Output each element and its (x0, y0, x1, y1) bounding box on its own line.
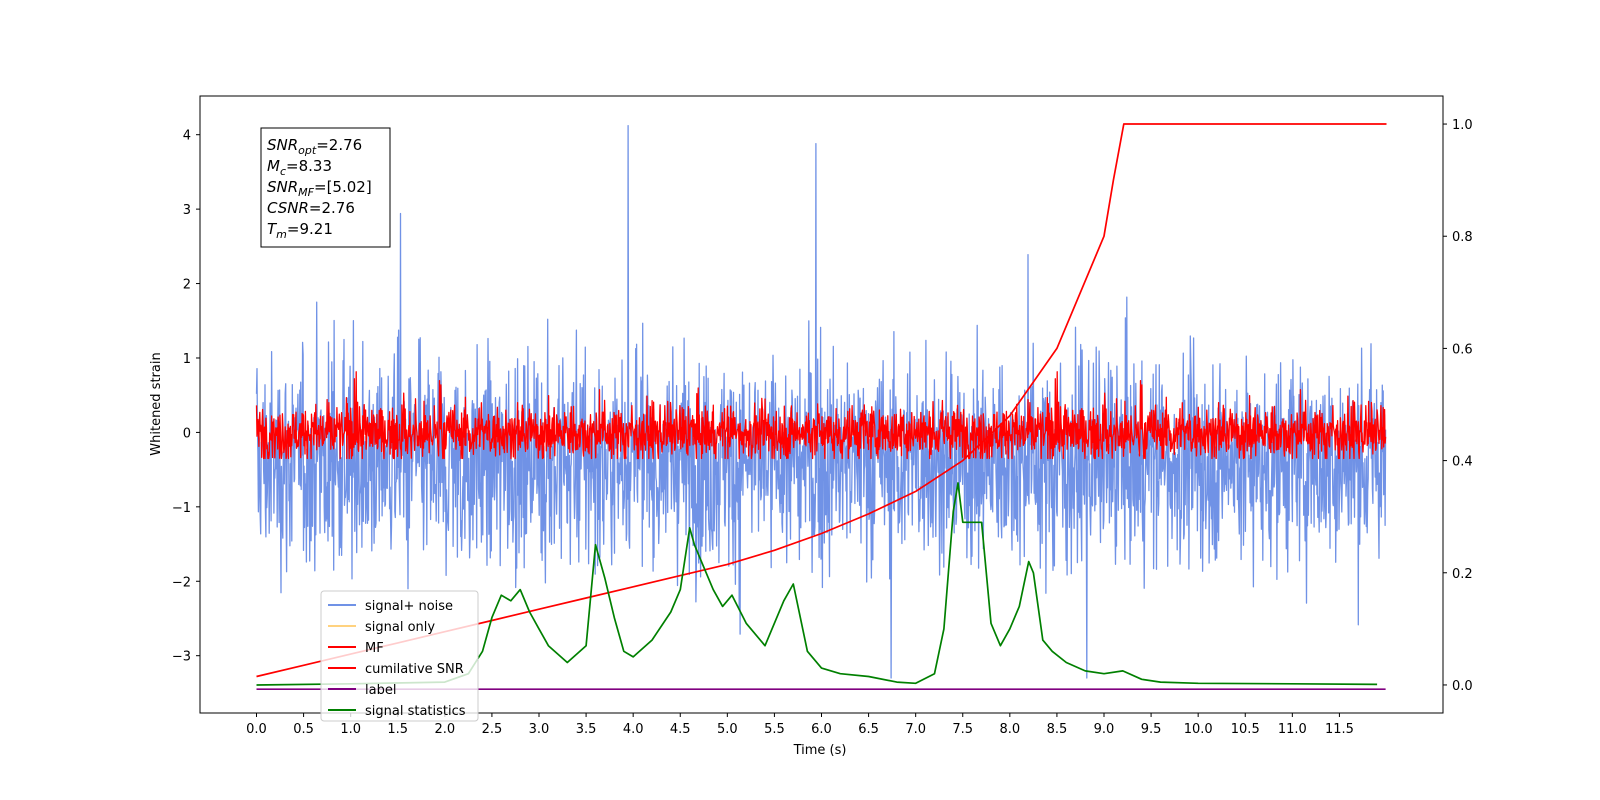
x-tick-label: 11.0 (1278, 722, 1307, 737)
annotation-symbol: CSNR (267, 199, 309, 217)
x-tick-label: 7.5 (952, 722, 973, 737)
x-axis-title: Time (s) (793, 743, 847, 758)
annotation-line: Tm=9.21 (267, 220, 333, 241)
annotation-subscript: c (280, 165, 286, 178)
annotation-value: =8.33 (286, 157, 332, 175)
annotation-line: SNRopt=2.76 (267, 136, 362, 157)
x-tick-label: 1.0 (340, 722, 361, 737)
annotation-subscript: opt (298, 144, 317, 157)
x-tick-label: 2.5 (482, 722, 503, 737)
x-tick-label: 6.0 (811, 722, 832, 737)
y-axis-title: Whitened strain (149, 352, 164, 455)
legend-label: label (365, 683, 396, 698)
annotation-symbol: T (267, 220, 278, 238)
legend: signal+ noise signal only MF cumilative SNR… (320, 590, 479, 722)
y-tick-label: 4 (183, 129, 191, 144)
x-tick-label: 1.5 (387, 722, 408, 737)
y-tick-label: 1 (183, 352, 191, 367)
y2-tick-label: 0.2 (1452, 567, 1473, 582)
annotation-value: =2.76 (309, 199, 355, 217)
annotation-value: =9.21 (287, 220, 333, 238)
annotation-line: CSNR=2.76 (267, 199, 355, 217)
annotation-symbol: M (267, 157, 280, 175)
x-tick-label: 5.5 (764, 722, 785, 737)
x-tick-label: 11.5 (1325, 722, 1354, 737)
legend-label: signal+ noise (365, 599, 453, 614)
y2-tick-label: 1.0 (1452, 118, 1473, 133)
x-tick-label: 3.5 (576, 722, 597, 737)
x-tick-label: 4.5 (670, 722, 691, 737)
y-tick-label: 3 (183, 203, 191, 218)
legend-frame (320, 590, 479, 722)
x-tick-label: 8.5 (1047, 722, 1068, 737)
annotation-line: Mc=8.33 (267, 157, 332, 178)
x-tick-label: 5.0 (717, 722, 738, 737)
x-axis: 0.0 0.5 1.0 1.5 2.0 2.5 3.0 3.5 4.0 4.5 5.0 5.5 6.0 6… (246, 713, 1354, 737)
y2-tick-label: 0.6 (1452, 342, 1473, 357)
legend-label: cumilative SNR (365, 662, 464, 677)
annotation-lines: SNRopt=2.76Mc=8.33SNRMF=[5.02]CSNR=2.76T… (267, 136, 372, 241)
legend-entries: signal+ noise signal only MF cumilative SNR… (328, 599, 466, 719)
x-tick-label: 10.5 (1231, 722, 1260, 737)
annotation-frame (260, 127, 391, 248)
y-tick-label: 2 (183, 278, 191, 293)
annotation-box: SNRopt=2.76Mc=8.33SNRMF=[5.02]CSNR=2.76T… (260, 127, 391, 248)
y2-tick-label: 0.0 (1452, 679, 1473, 694)
y2-tick-label: 0.8 (1452, 230, 1473, 245)
y-tick-label: −3 (172, 650, 191, 665)
annotation-subscript: m (276, 228, 287, 241)
x-tick-label: 10.0 (1184, 722, 1213, 737)
y-tick-label: 0 (183, 426, 191, 441)
x-tick-label: 2.0 (434, 722, 455, 737)
y-tick-label: −2 (172, 575, 191, 590)
annotation-symbol: SNR (267, 178, 298, 196)
y-tick-label: −1 (172, 501, 191, 516)
series-line-signal-statistics (256, 482, 1378, 686)
x-tick-label: 4.0 (623, 722, 644, 737)
x-tick-label: 8.0 (999, 722, 1020, 737)
x-tick-label: 6.5 (858, 722, 879, 737)
y2-tick-label: 0.4 (1452, 455, 1473, 470)
legend-label: MF (365, 641, 384, 656)
legend-label: signal statistics (365, 704, 466, 719)
x-tick-label: 0.0 (246, 722, 267, 737)
y-axis-right: 0.0 0.2 0.4 0.6 0.8 1.0 (1443, 118, 1473, 694)
annotation-value: =2.76 (316, 136, 362, 154)
legend-label: signal only (365, 620, 435, 635)
series-line-mf (255, 371, 1387, 460)
annotation-subscript: MF (298, 186, 314, 199)
x-tick-label: 3.0 (529, 722, 550, 737)
x-tick-label: 9.5 (1141, 722, 1162, 737)
annotation-value: =[5.02] (314, 178, 372, 196)
annotation-symbol: SNR (267, 136, 298, 154)
annotation-line: SNRMF=[5.02] (267, 178, 372, 199)
y-axis-left: −3 −2 −1 0 1 2 3 4 (172, 129, 200, 665)
x-tick-label: 9.0 (1094, 722, 1115, 737)
x-tick-label: 0.5 (293, 722, 314, 737)
x-tick-label: 7.0 (905, 722, 926, 737)
